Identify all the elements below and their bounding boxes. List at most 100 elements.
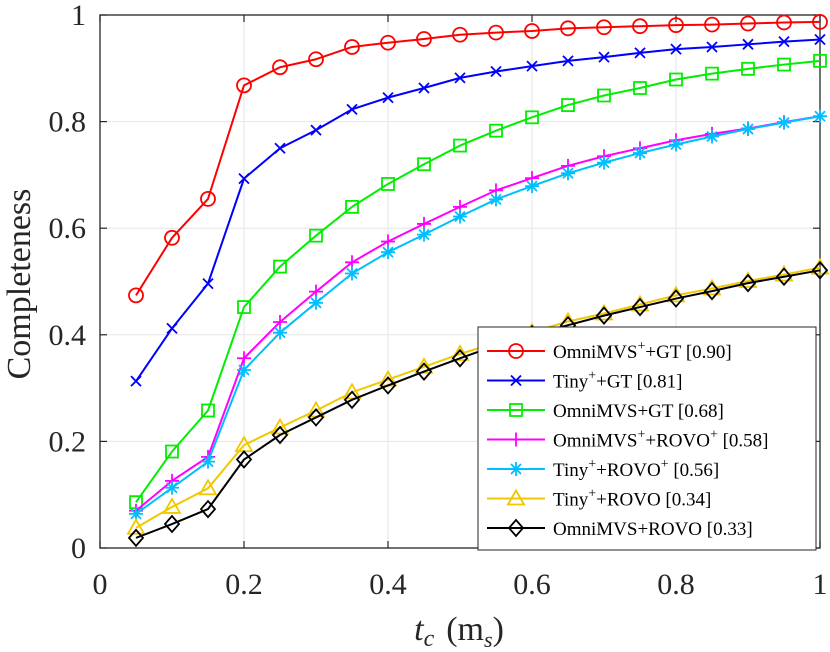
x-tick-label: 1 — [813, 568, 828, 601]
series-line — [135, 38, 821, 382]
data-point — [417, 157, 431, 172]
x-tick-label: 0.8 — [657, 568, 695, 601]
data-point — [237, 362, 251, 377]
data-point — [632, 18, 648, 35]
data-point — [307, 408, 325, 427]
legend-marker — [506, 488, 526, 506]
x-tick-label: 0.4 — [369, 568, 407, 601]
series-lines — [126, 14, 830, 548]
data-point — [631, 297, 649, 317]
legend-entry: OmniMVS+ROVO [0.33] — [487, 518, 753, 540]
data-point — [598, 51, 610, 63]
legend-superscript: + — [637, 339, 645, 354]
data-point — [775, 267, 793, 287]
legend-text-part: OmniMVS — [553, 342, 637, 363]
data-point — [453, 209, 467, 224]
legend-marker — [509, 462, 523, 476]
y-tick-label: 0.4 — [49, 319, 87, 352]
legend: OmniMVS++GT [0.90]Tiny++GT [0.81]OmniMVS… — [477, 326, 817, 551]
data-point — [490, 65, 502, 78]
data-point — [739, 273, 757, 293]
x-axis-label-unit: (m — [446, 611, 484, 648]
legend-marker — [508, 343, 524, 359]
data-point — [237, 351, 251, 366]
data-point — [778, 36, 790, 48]
legend-superscript: + — [710, 428, 718, 443]
data-point — [668, 17, 684, 34]
data-point — [525, 179, 539, 194]
legend-marker — [509, 432, 523, 447]
data-point — [126, 517, 146, 535]
data-point — [346, 103, 358, 115]
axis-ticks: 0 0.2 0.4 0.6 0.8 1 0 0.2 0.4 0.6 0.8 1 — [49, 0, 828, 601]
legend-text-part: OmniMVS — [553, 431, 637, 452]
legend-entry: Tiny++GT [0.81] — [487, 369, 682, 393]
data-point — [345, 266, 359, 281]
data-point — [562, 55, 574, 67]
legend-text-part: Tiny — [553, 490, 589, 511]
legend-text-part: +GT [0.81] — [596, 372, 682, 393]
data-point — [237, 300, 251, 314]
data-point — [561, 98, 575, 112]
legend-text-part: OmniMVS+ROVO [0.33] — [553, 519, 753, 540]
data-point — [812, 14, 828, 30]
data-point — [488, 24, 504, 41]
data-point — [489, 192, 503, 207]
data-point — [597, 155, 611, 170]
x-tick-label: 0 — [93, 568, 108, 601]
data-point — [128, 287, 144, 304]
legend-entry: OmniMVS++ROVO+ [0.58] — [487, 428, 769, 452]
data-point — [202, 277, 214, 290]
data-point — [418, 82, 430, 94]
data-point — [633, 146, 647, 161]
x-axis-label-close: ) — [493, 611, 504, 648]
data-point — [238, 172, 250, 185]
data-point — [235, 450, 253, 469]
legend-text-part: +GT [0.90] — [645, 342, 731, 363]
legend-text-part: Tiny — [553, 460, 589, 481]
legend-label: Tiny++GT [0.81] — [553, 369, 682, 393]
data-point — [129, 506, 143, 521]
legend-entry: Tiny++ROVO+ [0.56] — [487, 457, 719, 481]
series-2 — [130, 33, 826, 387]
data-point — [274, 142, 286, 154]
data-point — [597, 88, 611, 103]
legend-label: OmniMVS++ROVO+ [0.58] — [553, 428, 769, 452]
data-point — [382, 91, 394, 104]
legend-text-part: OmniMVS+GT [0.68] — [553, 401, 724, 422]
data-point — [165, 480, 179, 495]
series-1 — [128, 14, 828, 304]
data-point — [381, 245, 395, 260]
data-point — [199, 499, 217, 519]
data-point — [342, 382, 362, 400]
data-point — [414, 356, 434, 374]
legend-entry: Tiny++ROVO [0.34] — [487, 487, 711, 511]
data-point — [379, 376, 397, 395]
y-tick-label: 0.8 — [49, 106, 87, 139]
data-point — [669, 137, 683, 152]
data-point — [270, 417, 290, 435]
legend-label: Tiny++ROVO+ [0.56] — [553, 457, 719, 481]
data-point — [272, 59, 288, 76]
data-point — [634, 47, 646, 59]
data-point — [165, 444, 179, 459]
legend-label: Tiny++ROVO [0.34] — [553, 487, 711, 511]
legend-superscript: + — [637, 428, 645, 443]
data-point — [164, 229, 180, 246]
legend-text-part: +ROVO — [645, 431, 710, 452]
legend-entry: OmniMVS+GT [0.68] — [487, 401, 724, 422]
data-point — [813, 109, 827, 124]
x-axis-label-unit-sub: s — [484, 627, 493, 652]
data-point — [705, 66, 719, 81]
legend-superscript: + — [588, 369, 596, 384]
data-point — [380, 34, 396, 51]
data-point — [525, 110, 539, 125]
data-point — [741, 61, 755, 76]
y-axis-label: Completeness — [1, 189, 38, 380]
data-point — [705, 129, 719, 144]
data-point — [130, 375, 142, 387]
data-point — [345, 199, 359, 214]
data-point — [381, 177, 395, 191]
data-point — [777, 57, 791, 72]
